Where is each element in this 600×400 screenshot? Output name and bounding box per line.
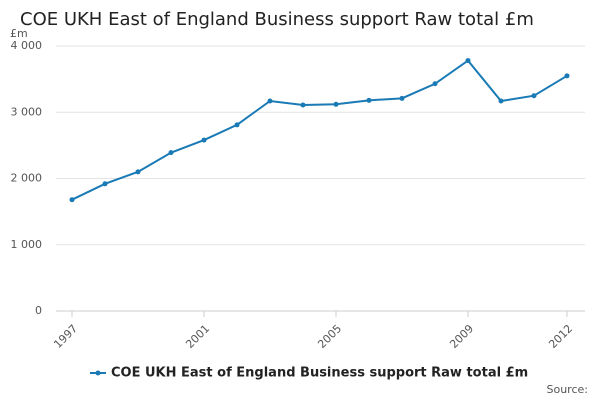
x-tick-label: 2005 (315, 322, 344, 351)
point (498, 98, 504, 104)
x-tick-label: 2001 (183, 322, 212, 351)
point (135, 169, 141, 175)
point (267, 98, 273, 104)
series-line (71, 59, 568, 201)
point (69, 197, 75, 203)
y-tick-label: 1 000 (11, 238, 43, 251)
y-tick-label: 0 (35, 304, 42, 317)
y-tick-label: 2 000 (11, 172, 43, 185)
point (531, 93, 537, 99)
point (300, 102, 306, 108)
chart-title: COE UKH East of England Business support… (20, 9, 534, 30)
point (333, 101, 339, 107)
point (432, 81, 438, 87)
x-tick-label: 2009 (447, 322, 476, 351)
x-tick-label: 1997 (51, 322, 80, 351)
point (465, 58, 471, 64)
point (168, 150, 174, 156)
y-tick-label: 4 000 (11, 39, 43, 52)
point (201, 137, 207, 143)
x-tick-label: 2012 (546, 322, 575, 351)
legend-label: COE UKH East of England Business support… (111, 366, 528, 381)
source: Source: (547, 383, 589, 396)
point (564, 73, 570, 79)
point (399, 95, 405, 101)
point (366, 97, 372, 103)
y-axis-label: £m (10, 27, 28, 40)
legend-marker (95, 370, 101, 376)
point (234, 122, 240, 128)
y-tick-label: 3 000 (11, 105, 43, 118)
point (102, 181, 108, 187)
